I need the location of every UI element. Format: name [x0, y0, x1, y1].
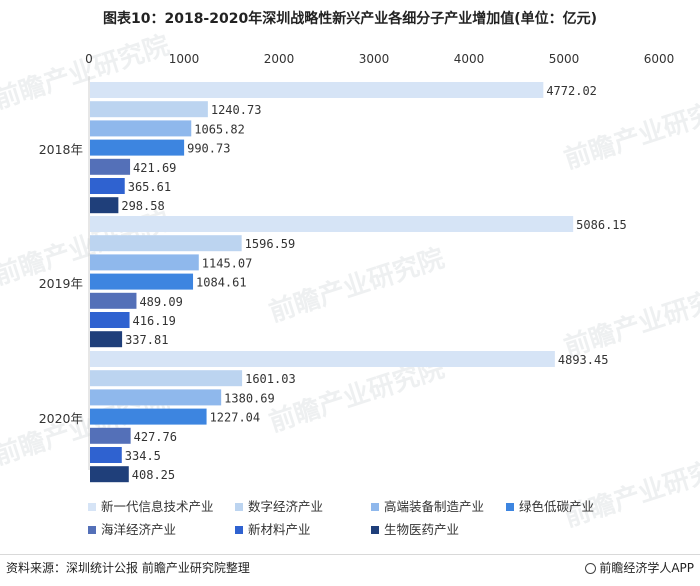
legend-swatch [235, 503, 243, 511]
bar [90, 120, 192, 137]
legend-item: 生物医药产业 [371, 521, 459, 539]
legend-swatch [88, 526, 96, 534]
bar [90, 254, 199, 271]
bar [90, 82, 544, 98]
category-label: 2019年 [39, 276, 83, 291]
data-label: 489.09 [139, 295, 182, 309]
x-tick-label: 1000 [169, 52, 200, 66]
legend-swatch [371, 526, 379, 534]
bar [90, 235, 242, 252]
data-label: 1240.73 [211, 103, 262, 117]
data-label: 5086.15 [576, 218, 627, 232]
legend-label: 海洋经济产业 [101, 522, 177, 537]
data-label: 334.5 [125, 449, 161, 463]
footer-divider [0, 554, 700, 555]
brand-text: 前瞻经济学人APP [599, 561, 694, 575]
data-label: 1065.82 [194, 122, 245, 136]
legend-swatch [371, 503, 379, 511]
legend-item: 新材料产业 [235, 521, 311, 539]
data-label: 1084.61 [196, 276, 247, 290]
x-tick-label: 3000 [359, 52, 390, 66]
bar [90, 139, 185, 156]
bar [90, 158, 131, 175]
x-tick-label: 2000 [264, 52, 295, 66]
bar [90, 466, 129, 483]
data-label: 365.61 [128, 180, 171, 194]
data-label: 1380.69 [224, 391, 275, 405]
brand-logo-icon [585, 563, 597, 574]
data-label: 408.25 [132, 468, 175, 482]
data-label: 1145.07 [202, 256, 253, 270]
x-tick-label: 6000 [644, 52, 675, 66]
x-tick-label: 4000 [454, 52, 485, 66]
data-label: 427.76 [134, 430, 177, 444]
data-label: 990.73 [187, 142, 230, 156]
bar [90, 292, 137, 309]
bar [90, 331, 123, 348]
category-label: 2018年 [39, 142, 83, 157]
legend-label: 新一代信息技术产业 [101, 499, 214, 514]
legend-label: 绿色低碳产业 [519, 499, 595, 514]
bar [90, 427, 131, 444]
x-tick-label: 0 [85, 52, 93, 66]
bar [90, 447, 122, 463]
bar [90, 101, 208, 118]
bar [90, 351, 555, 367]
data-label: 416.19 [133, 314, 176, 328]
bar [90, 273, 194, 290]
legend-label: 数字经济产业 [248, 499, 324, 514]
bar-chart: 0 1000 2000 3000 4000 5000 6000 4772.02 1240.73 1… [39, 52, 675, 483]
bar [90, 178, 125, 194]
x-tick-label: 5000 [549, 52, 580, 66]
bar [90, 312, 130, 328]
legend-item: 高端装备制造产业 [371, 498, 484, 516]
legend-swatch [506, 503, 514, 511]
legend-item: 数字经济产业 [235, 498, 323, 516]
category-label: 2020年 [39, 411, 83, 426]
bar [90, 408, 207, 425]
data-label: 4893.45 [558, 353, 609, 367]
data-label: 421.69 [133, 161, 176, 175]
data-label: 337.81 [125, 333, 168, 347]
bar [90, 197, 119, 214]
legend-swatch [88, 503, 96, 511]
data-label: 298.58 [121, 199, 164, 213]
data-label: 1601.03 [245, 372, 296, 386]
bar [90, 370, 243, 387]
legend-item: 新一代信息技术产业 [88, 498, 214, 516]
bar [90, 389, 222, 406]
data-label: 1596.59 [245, 237, 296, 251]
chart-title: 图表10：2018-2020年深圳战略性新兴产业各细分子产业增加值(单位：亿元) [102, 11, 598, 27]
data-label: 1227.04 [210, 411, 261, 425]
bar [90, 216, 574, 232]
legend-label: 高端装备制造产业 [384, 499, 485, 514]
legend-swatch [235, 526, 243, 534]
source-note: 资料来源：深圳统计公报 前瞻产业研究院整理 [6, 561, 250, 575]
legend-label: 生物医药产业 [384, 522, 460, 537]
legend-label: 新材料产业 [248, 522, 311, 537]
brand-label: 前瞻经济学人APP [585, 559, 694, 576]
data-label: 4772.02 [546, 84, 597, 98]
legend-item: 绿色低碳产业 [506, 498, 594, 516]
legend-item: 海洋经济产业 [88, 521, 176, 539]
